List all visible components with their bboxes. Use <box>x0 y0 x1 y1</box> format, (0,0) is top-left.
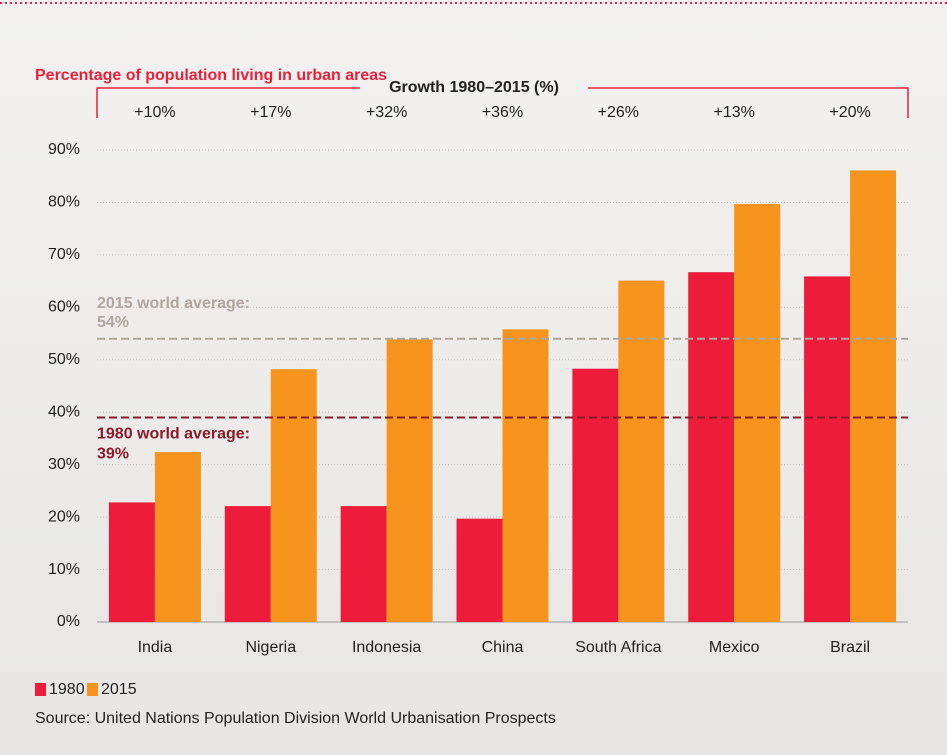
y-tick-label: 90% <box>48 141 80 158</box>
source: Source: United Nations Population Divisi… <box>35 710 556 727</box>
x-tick-label: South Africa <box>575 639 661 656</box>
legend-swatch <box>35 683 46 696</box>
y-tick-label: 50% <box>48 351 80 368</box>
growth-label: +36% <box>482 104 523 121</box>
y-tick-label: 80% <box>48 194 80 211</box>
bar <box>502 329 549 622</box>
reference-value: 39% <box>97 446 129 463</box>
legend-label: 2015 <box>101 681 137 698</box>
y-tick-label: 30% <box>48 456 80 473</box>
bar <box>270 369 317 622</box>
growth-label: +10% <box>134 104 175 121</box>
growth-label: +26% <box>598 104 639 121</box>
growth-label: +20% <box>829 104 870 121</box>
growth-bracket <box>96 87 909 118</box>
chart-title: Percentage of population living in urban… <box>35 67 387 84</box>
reference-label: 2015 world average: <box>97 295 250 312</box>
x-tick-label: Mexico <box>709 639 760 656</box>
reference-value: 54% <box>97 314 129 331</box>
x-tick-label: Brazil <box>830 639 870 656</box>
growth-title: Growth 1980–2015 (%) <box>389 79 559 96</box>
growth-label: +17% <box>250 104 291 121</box>
bar <box>224 506 271 622</box>
bar <box>340 506 387 622</box>
y-tick-label: 20% <box>48 508 80 525</box>
bar <box>850 170 897 622</box>
y-tick-label: 10% <box>48 561 80 578</box>
x-tick-label: Nigeria <box>245 639 296 656</box>
x-tick-label: Indonesia <box>352 639 421 656</box>
growth-label: +32% <box>366 104 407 121</box>
bar <box>804 276 851 622</box>
legend-swatch <box>87 683 98 696</box>
y-tick-label: 40% <box>48 403 80 420</box>
bar <box>618 280 665 622</box>
reference-label: 1980 world average: <box>97 426 250 443</box>
growth-label: +13% <box>714 104 755 121</box>
x-tick-label: India <box>138 639 173 656</box>
y-tick-label: 60% <box>48 299 80 316</box>
bar <box>456 518 503 622</box>
bar <box>572 368 619 622</box>
bar <box>734 204 781 623</box>
legend-label: 1980 <box>49 681 85 698</box>
y-tick-label: 0% <box>57 613 80 630</box>
x-tick-label: China <box>482 639 524 656</box>
bar <box>108 502 155 622</box>
bar <box>688 272 735 622</box>
y-tick-label: 70% <box>48 246 80 263</box>
bar <box>386 339 433 622</box>
bar <box>154 452 201 622</box>
